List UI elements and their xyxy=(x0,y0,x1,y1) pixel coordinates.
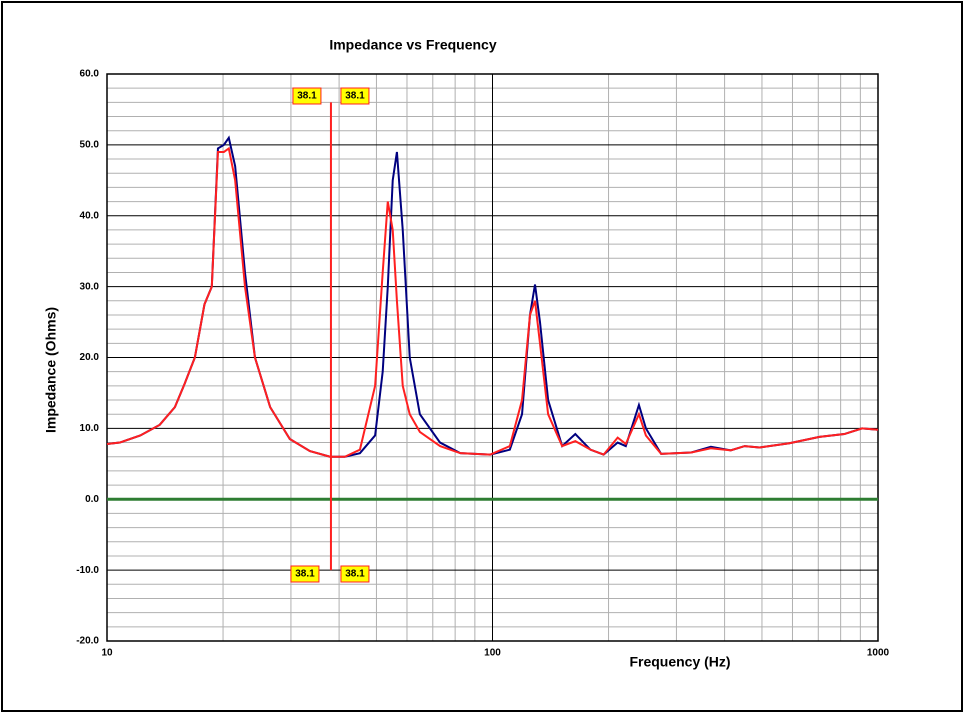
cursor-label-box xyxy=(290,565,320,583)
y-axis-label: Impedance (Ohms) xyxy=(43,307,59,433)
y-tick-label: 20.0 xyxy=(80,352,100,363)
cursor-label-box xyxy=(340,565,370,583)
x-tick-label: 100 xyxy=(484,648,501,659)
y-tick-label: 40.0 xyxy=(80,210,100,221)
x-tick-label: 10 xyxy=(101,648,113,659)
chart-title: Impedance vs Frequency xyxy=(329,37,497,53)
cursor-label: 38.1 xyxy=(295,569,315,580)
plot-border xyxy=(106,73,879,642)
x-tick-label: 1000 xyxy=(867,648,890,659)
y-tick-label: 10.0 xyxy=(80,423,100,434)
y-tick-label: -20.0 xyxy=(76,636,99,647)
y-tick-label: 60.0 xyxy=(80,69,100,80)
cursor-label: 38.1 xyxy=(297,91,317,102)
cursor-label-box xyxy=(292,87,322,105)
cursor-label: 38.1 xyxy=(345,91,365,102)
y-tick-label: 30.0 xyxy=(80,281,100,292)
y-tick-label: -10.0 xyxy=(76,565,99,576)
cursor-label-box xyxy=(340,87,370,105)
cursor-label: 38.1 xyxy=(345,569,365,580)
series-line xyxy=(106,146,879,458)
y-tick-label: 50.0 xyxy=(80,140,100,151)
x-axis-label: Frequency (Hz) xyxy=(629,654,730,670)
y-tick-label: 0.0 xyxy=(85,494,99,505)
